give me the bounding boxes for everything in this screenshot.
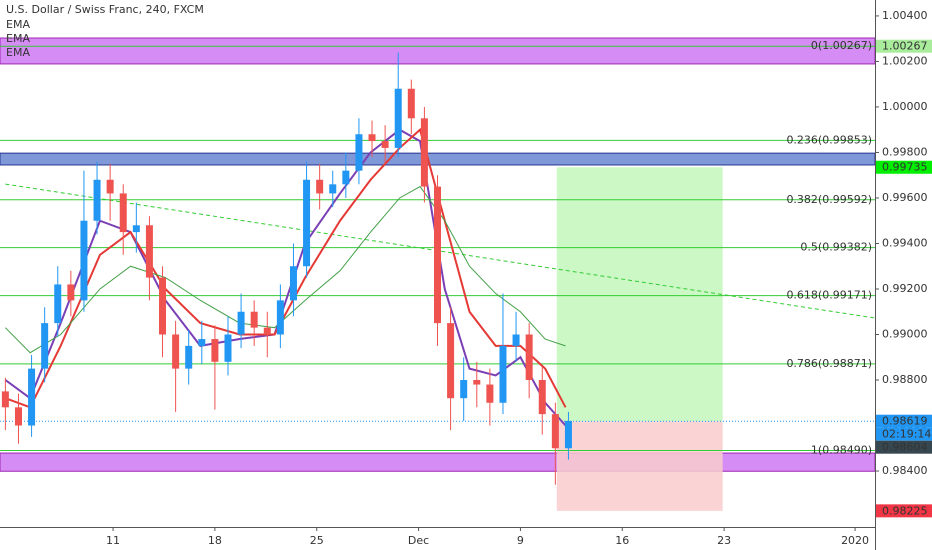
x-tick-label: 18: [208, 534, 222, 547]
candle-body: [512, 334, 520, 346]
candle-body: [119, 193, 127, 233]
price-tag: [876, 414, 932, 428]
y-tick-label: 1.00200: [882, 54, 928, 67]
x-tick-label: 9: [517, 534, 524, 547]
legend-entry: EMA: [6, 18, 30, 31]
fib-label: 0.5(0.99382): [800, 241, 872, 254]
plot-area: 0(1.00267) 0.236(0.99853) 0.382(0.99592) 0.…: [0, 37, 875, 511]
chart-title: U.S. Dollar / Swiss Franc, 240, FXCM: [6, 3, 204, 16]
candle-body: [407, 88, 415, 119]
fib-label: 0(1.00267): [811, 39, 872, 52]
ema-line: [4, 128, 567, 427]
zone: [0, 37, 875, 65]
price-tag-label: 0.98225: [882, 504, 928, 517]
candle-body: [263, 327, 271, 335]
price-tag: [876, 427, 932, 441]
candle-body: [172, 334, 180, 369]
candle-body: [447, 323, 455, 399]
fib-label: 1(0.98490): [811, 444, 872, 457]
price-tag-label: 1.00267: [882, 40, 928, 53]
candle-body: [394, 88, 402, 148]
right-axis-bg: [875, 0, 932, 550]
price-tag-label: 0.98604: [882, 441, 928, 454]
x-tick-label: 2020: [841, 534, 869, 547]
candle-body: [132, 225, 140, 233]
candle-body: [499, 345, 507, 403]
candle-body: [93, 179, 101, 221]
candle-body: [420, 118, 428, 187]
price-tag-label: 02:19:14: [882, 428, 931, 441]
y-tick-label: 0.98800: [882, 373, 928, 386]
price-tag: [876, 160, 932, 174]
y-tick-label: 0.99400: [882, 236, 928, 249]
candle-body: [237, 311, 245, 335]
candle-body: [1, 391, 9, 408]
bottom-axis-bg: [0, 527, 932, 550]
position-loss: [556, 421, 723, 511]
candle-body: [28, 368, 36, 426]
price-tag: [876, 504, 932, 518]
y-tick-label: 0.99600: [882, 191, 928, 204]
y-tick-label: 0.98400: [882, 464, 928, 477]
candle-body: [198, 339, 206, 346]
candle-body: [211, 339, 219, 362]
zone: [0, 452, 875, 472]
fib-label: 0.236(0.99853): [786, 133, 872, 146]
y-tick-label: 1.00400: [882, 9, 928, 22]
candle-body: [564, 420, 572, 449]
ema-line: [5, 185, 566, 354]
candle-body: [41, 323, 49, 369]
candle-body: [54, 284, 62, 324]
x-tick-label: 16: [615, 534, 629, 547]
candle-body: [80, 220, 88, 301]
candle-body: [303, 179, 311, 267]
zone: [0, 152, 875, 166]
legend-entry: EMA: [6, 32, 30, 45]
fib-label: 0.618(0.99171): [786, 289, 872, 302]
price-tag-label: 0.99735: [882, 161, 928, 174]
candle-body: [106, 179, 114, 194]
fib-label: 0.786(0.98871): [786, 357, 872, 370]
price-tag: [876, 39, 932, 53]
candle-body: [368, 134, 376, 142]
candle-body: [276, 300, 284, 335]
candle-body: [185, 345, 193, 369]
candle-body: [329, 184, 337, 194]
x-tick-label: 25: [310, 534, 324, 547]
candle-body: [525, 334, 533, 381]
x-tick-label: 11: [106, 534, 120, 547]
ema-line: [5, 127, 567, 409]
candle-body: [473, 380, 481, 385]
candle-body: [486, 384, 494, 403]
y-tick-label: 0.99000: [882, 327, 928, 340]
candle-body: [551, 414, 559, 449]
candle-body: [316, 179, 324, 194]
candle-body: [342, 170, 350, 185]
y-tick-label: 0.99800: [882, 145, 928, 158]
legend-entry: EMA: [6, 46, 30, 59]
candle-body: [159, 277, 167, 335]
candle-body: [460, 380, 468, 399]
candle-body: [355, 134, 363, 171]
price-tag-label: 0.98619: [882, 415, 928, 428]
price-tag: [876, 440, 932, 454]
candle-body: [289, 266, 297, 301]
position-profit: [556, 167, 723, 422]
candle-body: [381, 141, 389, 148]
candle-body: [14, 407, 22, 426]
x-tick-label: Dec: [408, 534, 429, 547]
x-tick-label: 23: [717, 534, 731, 547]
candle-body: [434, 186, 441, 324]
candle-body: [250, 311, 258, 328]
fib-label: 0.382(0.99592): [786, 193, 872, 206]
candle-body: [145, 225, 153, 278]
y-tick-label: 1.00000: [882, 100, 928, 113]
candle-body: [538, 380, 546, 415]
candle-body: [67, 284, 75, 301]
candle-body: [224, 334, 232, 362]
y-tick-label: 0.99200: [882, 282, 928, 295]
